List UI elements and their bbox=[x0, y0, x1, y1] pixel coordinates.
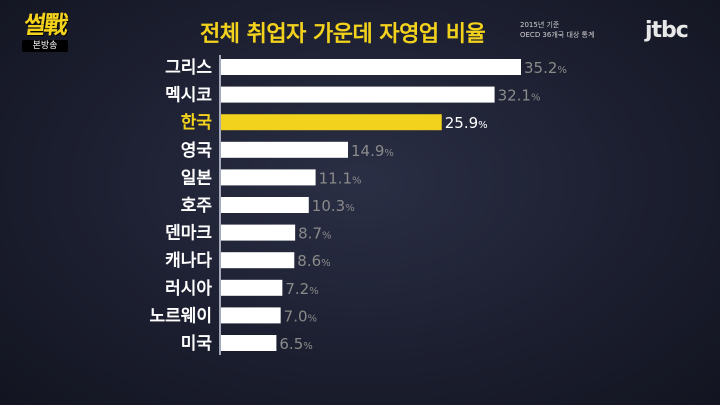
category-label-11: 미국 bbox=[181, 334, 213, 354]
chart-note-line-1: 2015년 기준 bbox=[520, 21, 560, 29]
bar-9 bbox=[221, 279, 283, 296]
category-label-6: 호주 bbox=[181, 196, 213, 216]
value-label-7: 8.7% bbox=[298, 225, 331, 243]
program-logo-subtitle: 본방송 bbox=[22, 40, 68, 52]
bar-1 bbox=[221, 59, 521, 75]
bar-5 bbox=[221, 169, 316, 186]
bar-8 bbox=[221, 252, 295, 269]
value-label-1: 35.2% bbox=[524, 59, 567, 77]
category-label-3: 한국 bbox=[181, 113, 213, 133]
chart-title: 전체 취업자 가운데 자영업 비율 bbox=[200, 22, 486, 47]
value-label-6: 10.3% bbox=[312, 197, 355, 215]
value-label-10: 7.0% bbox=[284, 307, 317, 325]
chart-note-line-2: OECD 36개국 대상 통계 bbox=[520, 31, 595, 39]
category-label-7: 덴마크 bbox=[165, 224, 212, 244]
category-label-9: 러시아 bbox=[165, 279, 212, 299]
category-label-10: 노르웨이 bbox=[149, 306, 212, 326]
category-label-8: 캐나다 bbox=[165, 251, 212, 271]
bar-7 bbox=[221, 224, 296, 241]
broadcaster-logo: jtbc bbox=[645, 18, 689, 43]
category-label-4: 영국 bbox=[181, 141, 213, 161]
bar-3 bbox=[221, 114, 442, 131]
bar-2 bbox=[221, 86, 495, 103]
category-label-5: 일본 bbox=[181, 168, 213, 188]
category-label-2: 멕시코 bbox=[165, 86, 212, 106]
bar-6 bbox=[221, 197, 309, 213]
value-label-4: 14.9% bbox=[351, 142, 394, 160]
chart-note: 2015년 기준 OECD 36개국 대상 통계 bbox=[520, 20, 594, 40]
value-label-9: 7.2% bbox=[285, 280, 318, 298]
value-label-2: 32.1% bbox=[498, 87, 541, 105]
program-logo: 썰戰 본방송 bbox=[14, 11, 76, 52]
value-label-3: 25.9% bbox=[445, 114, 488, 132]
bar-4 bbox=[221, 141, 348, 158]
value-label-5: 11.1% bbox=[319, 169, 362, 187]
bar-11 bbox=[221, 335, 277, 351]
value-label-8: 8.6% bbox=[297, 252, 330, 270]
value-label-11: 6.5% bbox=[279, 335, 312, 353]
bar-10 bbox=[221, 307, 281, 324]
category-label-1: 그리스 bbox=[165, 58, 212, 78]
